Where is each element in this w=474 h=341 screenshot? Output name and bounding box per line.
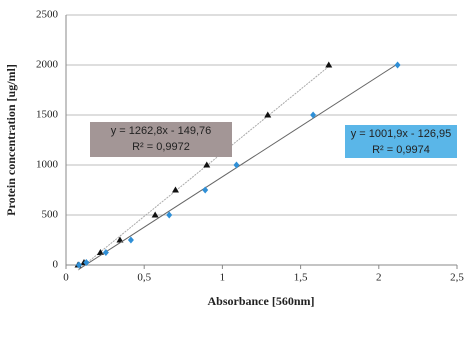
data-point — [394, 61, 401, 69]
x-tick-label: 2 — [376, 272, 382, 284]
data-point — [75, 261, 82, 269]
y-tick-label: 500 — [42, 209, 59, 221]
x-tick-label: 2,5 — [450, 272, 464, 284]
y-tick-label: 2500 — [36, 9, 59, 21]
annotation-text: y = 1262,8x - 149,76 — [111, 125, 212, 137]
x-tick-label: 0,5 — [137, 272, 151, 284]
data-point — [233, 161, 240, 169]
data-point — [96, 249, 104, 255]
x-axis-title: Absorbance [560nm] — [208, 294, 315, 308]
data-point — [171, 186, 179, 193]
data-point — [202, 186, 209, 194]
annotation-text: R² = 0,9974 — [372, 144, 430, 156]
y-tick-label: 2000 — [36, 59, 59, 71]
x-tick-label: 1,5 — [294, 272, 308, 284]
trendline — [78, 63, 398, 270]
data-point — [310, 111, 317, 119]
data-point — [264, 111, 272, 118]
y-tick-label: 1500 — [36, 109, 59, 121]
data-point — [151, 211, 159, 218]
data-point — [116, 236, 124, 243]
data-point — [127, 236, 134, 244]
x-tick-label: 0 — [63, 272, 69, 284]
data-point — [83, 259, 90, 266]
annotation-box — [90, 122, 232, 157]
y-tick-label: 0 — [53, 259, 59, 271]
data-point — [325, 61, 333, 68]
trendline — [77, 66, 330, 271]
y-axis-title: Protein concentration [ug/ml] — [4, 64, 18, 216]
y-tick-label: 1000 — [36, 159, 59, 171]
annotation-text: y = 1001,9x - 126,95 — [351, 128, 452, 140]
data-point — [166, 211, 173, 219]
annotation-text: R² = 0,9972 — [132, 141, 190, 153]
data-point — [203, 161, 211, 168]
x-tick-label: 1 — [220, 272, 226, 284]
data-point — [102, 249, 109, 256]
annotation-box — [345, 125, 457, 158]
